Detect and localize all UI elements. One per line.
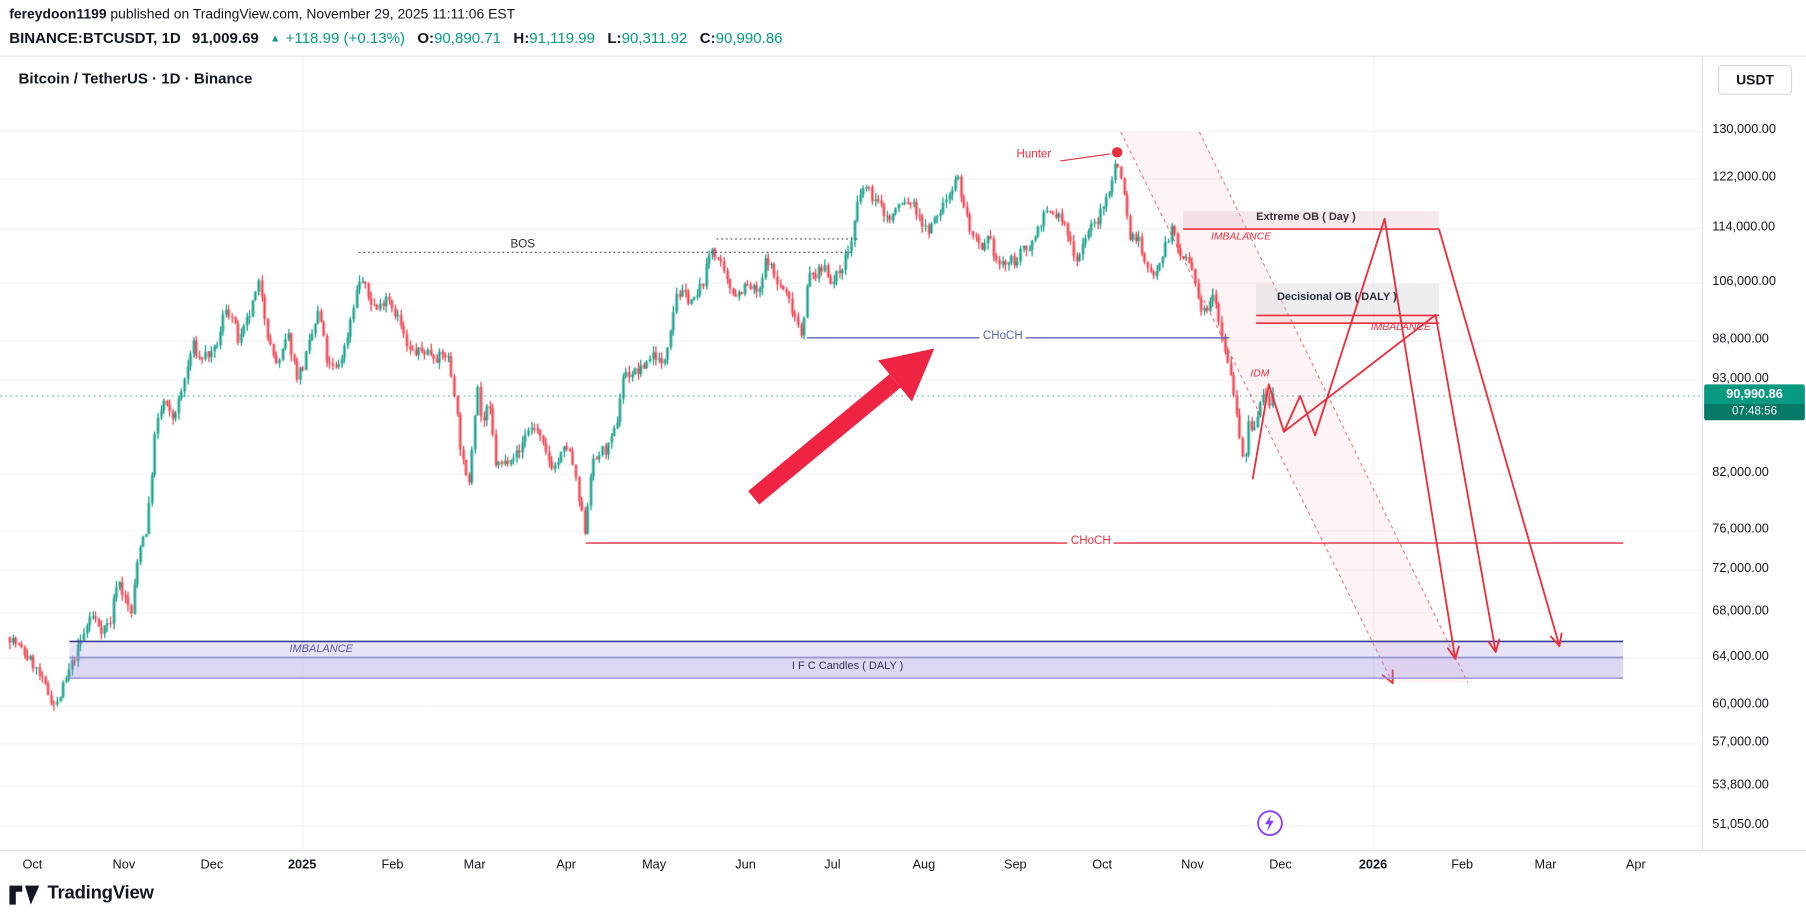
time-axis[interactable]: Oct Nov Dec 2025 Feb Mar Apr May Jun Jul Aug Sep Oct… <box>0 849 1806 880</box>
high-value: 91,119.99 <box>529 28 596 47</box>
tradingview-logo-icon <box>9 885 40 905</box>
extreme-ob-imbalance-label: IMBALANCE <box>1210 230 1272 242</box>
price-axis-label: 60,000.00 <box>1712 697 1769 712</box>
footer-brand[interactable]: TradingView <box>9 882 154 905</box>
tradingview-wordmark: TradingView <box>47 883 154 904</box>
symbol-timeframe: 1D <box>161 28 181 47</box>
time-axis-label: Aug <box>912 857 936 872</box>
byline-author: fereydoon1199 <box>9 5 107 22</box>
price-axis-label: 72,000.00 <box>1712 561 1769 576</box>
time-axis-label: Dec <box>200 857 224 872</box>
low-label: L: <box>607 28 622 47</box>
symbol-name: BINANCE:BTCUSDT, <box>9 28 158 47</box>
ifc-band-label: I F C Candles ( DALY ) <box>791 659 904 673</box>
price-axis-label: 98,000.00 <box>1712 332 1769 347</box>
time-axis-label: 2026 <box>1358 857 1388 872</box>
decisional-ob-label: Decisional OB ( DALY ) <box>1276 290 1397 304</box>
decisional-imbalance-label: IMBALANCE <box>1370 320 1431 333</box>
price-axis-label: 53,800.00 <box>1712 778 1769 793</box>
choch-minor-label: CHoCH <box>979 329 1027 344</box>
price-axis-label: 76,000.00 <box>1712 521 1769 536</box>
byline: fereydoon1199 published on TradingView.c… <box>9 6 515 22</box>
close-value: 90,990.86 <box>715 28 783 47</box>
idm-label: IDM <box>1250 366 1270 379</box>
time-axis-label: May <box>642 857 667 872</box>
chart-area: Bitcoin / TetherUS · 1D · Binance USDT 1… <box>0 55 1806 880</box>
time-axis-label: Apr <box>1625 857 1646 872</box>
price-axis-label: 130,000.00 <box>1712 122 1776 137</box>
time-axis-label: 2025 <box>287 857 317 872</box>
currency-toggle-button[interactable]: USDT <box>1718 64 1793 95</box>
hunter-label: Hunter <box>1016 148 1052 161</box>
price-axis[interactable]: 130,000.00 122,000.00 114,000.00 106,000.00… <box>1701 56 1806 850</box>
price-axis-label: 68,000.00 <box>1712 604 1769 619</box>
close-label: C: <box>699 28 716 47</box>
time-axis-label: Oct <box>22 857 43 872</box>
time-axis-label: Mar <box>1534 857 1557 872</box>
time-axis-label: Sep <box>1003 857 1027 872</box>
symbol-summary-row: BINANCE:BTCUSDT, 1D 91,009.69 ▲ +118.99 … <box>9 29 782 46</box>
imbalance-band-label: IMBALANCE <box>289 642 353 656</box>
price-axis-label: 93,000.00 <box>1712 371 1769 386</box>
open-value: 90,890.71 <box>434 28 502 47</box>
time-axis-label: Apr <box>556 857 577 872</box>
low-value: 90,311.92 <box>621 28 688 47</box>
candlestick-pane[interactable] <box>0 56 1702 850</box>
price-change: +118.99 (+0.13%) <box>285 28 406 47</box>
current-price-value: 90,990.86 <box>1704 384 1805 405</box>
price-axis-label: 64,000.00 <box>1712 649 1769 664</box>
price-axis-label: 106,000.00 <box>1712 274 1776 289</box>
current-price-badge: 90,990.86 07:48:56 <box>1704 384 1805 421</box>
price-axis-label: 122,000.00 <box>1712 169 1776 184</box>
time-axis-label: Jun <box>735 857 756 872</box>
lightning-icon <box>1256 809 1284 837</box>
open-label: O: <box>417 28 435 47</box>
time-axis-label: Oct <box>1092 857 1113 872</box>
bar-countdown: 07:48:56 <box>1704 404 1805 421</box>
extreme-ob-label: Extreme OB ( Day ) <box>1256 210 1356 224</box>
time-axis-label: Nov <box>1181 857 1204 872</box>
choch-major-label: CHoCH <box>1067 534 1115 549</box>
time-axis-label: Dec <box>1269 857 1292 872</box>
price-axis-label: 51,050.00 <box>1712 817 1769 832</box>
byline-text: published on TradingView.com, November 2… <box>106 5 516 22</box>
pane-title: Bitcoin / TetherUS · 1D · Binance <box>18 69 253 87</box>
time-axis-label: Feb <box>381 857 404 872</box>
last-price: 91,009.69 <box>191 28 259 47</box>
price-axis-label: 57,000.00 <box>1712 735 1769 750</box>
up-triangle-icon: ▲ <box>269 32 281 44</box>
high-label: H: <box>513 28 530 47</box>
bos-label: BOS <box>510 238 536 252</box>
time-axis-label: Nov <box>112 857 136 872</box>
time-axis-label: Feb <box>1451 857 1474 872</box>
price-axis-label: 82,000.00 <box>1712 465 1769 480</box>
time-axis-label: Jul <box>824 857 841 872</box>
time-axis-label: Mar <box>463 857 486 872</box>
price-axis-label: 114,000.00 <box>1712 220 1776 235</box>
